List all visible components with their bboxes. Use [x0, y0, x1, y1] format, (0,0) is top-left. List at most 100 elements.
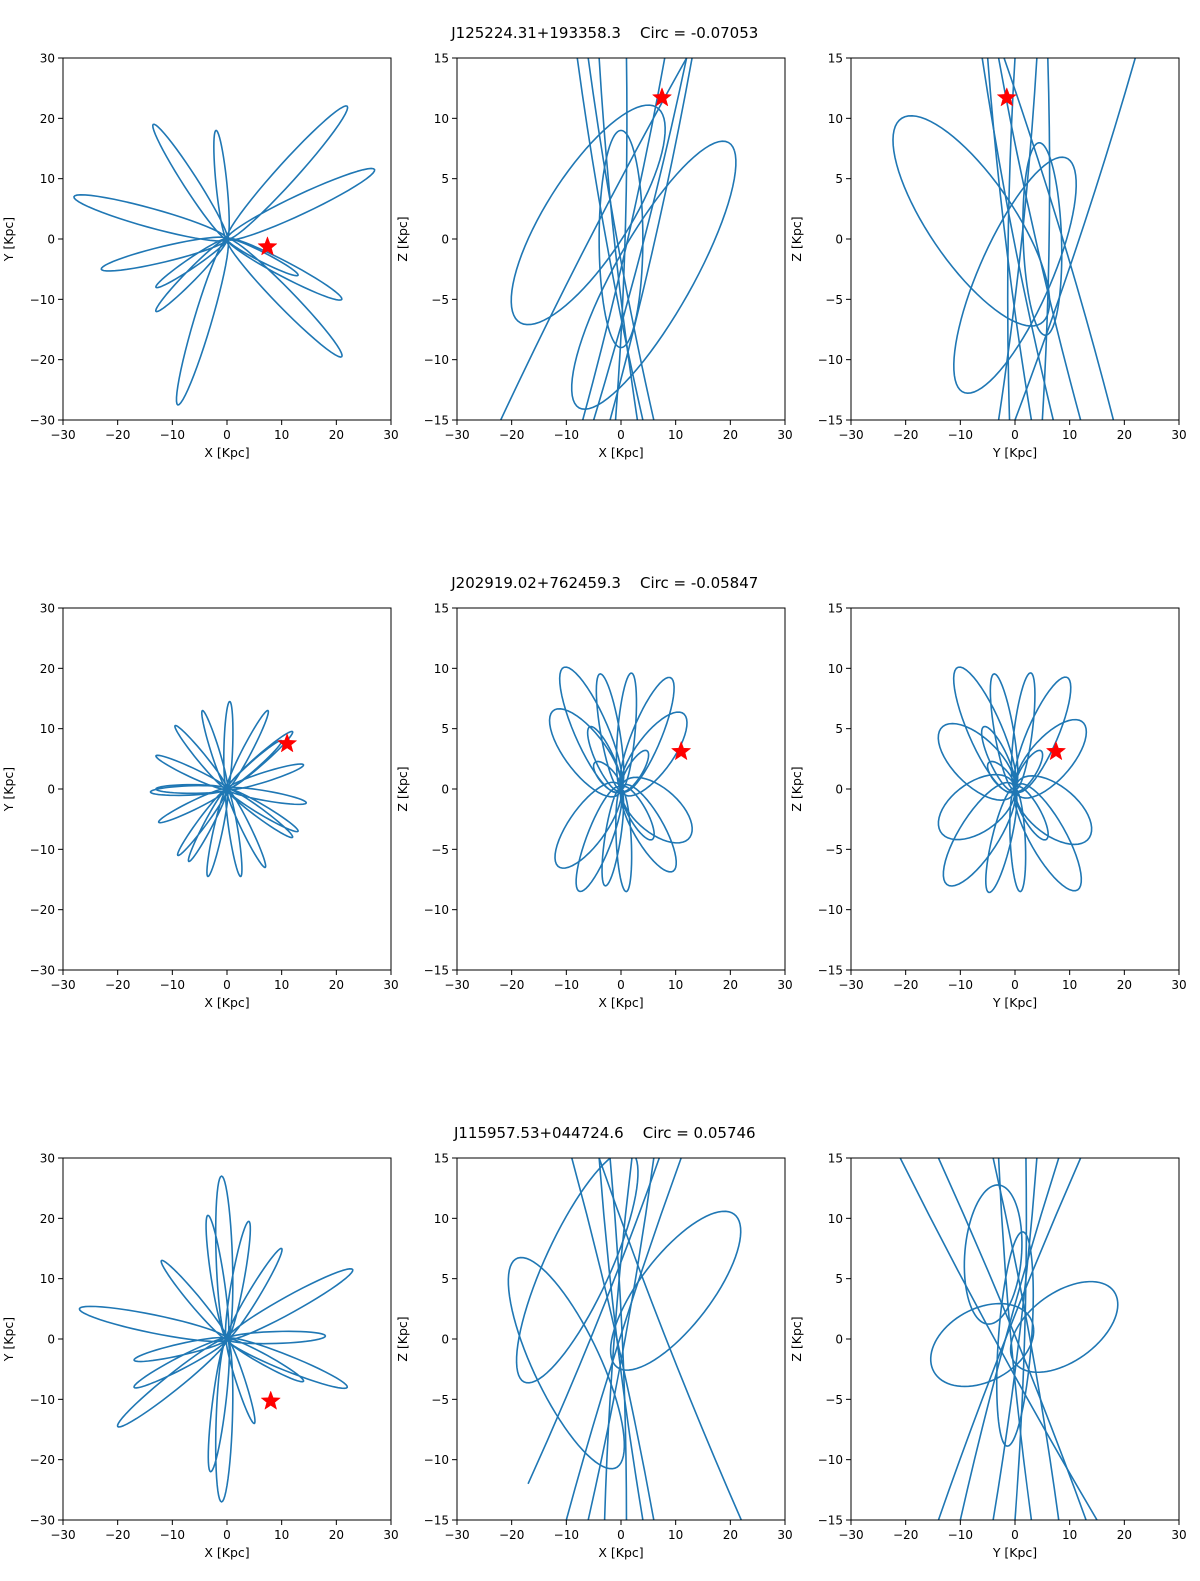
orbit-r1-yz [892, 58, 1137, 420]
y-axis-label-r3-xy: Y [Kpc] [1, 1317, 16, 1362]
y-tick-label-r3-xy: −10 [30, 1393, 55, 1407]
y-axis-label-r2-xz: Z [Kpc] [395, 766, 410, 811]
row-3-circ: Circ = 0.05746 [642, 1124, 756, 1142]
x-tick-label-r3-yz: 20 [1117, 1528, 1132, 1542]
y-axis-label-r1-yz: Z [Kpc] [789, 216, 804, 261]
y-axis-label-r3-yz: Z [Kpc] [789, 1316, 804, 1361]
x-tick-label-r2-xz: 30 [777, 978, 792, 992]
x-axis-label-r2-xz: X [Kpc] [598, 995, 643, 1010]
y-tick-label-r2-yz: 10 [828, 662, 843, 676]
x-tick-label-r1-xy: 10 [274, 428, 289, 442]
x-tick-label-r3-yz: −30 [838, 1528, 863, 1542]
y-tick-label-r1-yz: −15 [818, 414, 843, 428]
orbit-loop-r1-yz [892, 114, 1051, 327]
x-tick-label-r3-yz: 0 [1011, 1528, 1019, 1542]
x-tick-label-r3-xy: −30 [50, 1528, 75, 1542]
y-tick-label-r1-xz: −10 [424, 353, 449, 367]
star-marker-r1-xy [257, 236, 278, 256]
panel-r2-xz: −30 −20 −10 0 10 20 30 −15 −10 −5 0 5 10 15 X [Kpc] Z [… [395, 602, 793, 1011]
x-tick-label-r2-yz: −30 [838, 978, 863, 992]
orbit-strand-r3-yz [937, 1158, 1087, 1520]
orbit-r2-xy [149, 700, 308, 878]
orbit-loop-r1-xz [570, 140, 737, 411]
x-tick-label-r1-xy: 0 [223, 428, 231, 442]
x-tick-label-r3-xz: −10 [554, 1528, 579, 1542]
y-tick-label-r3-xz: 10 [434, 1212, 449, 1226]
orbit-line-r1-xy [73, 105, 376, 406]
star-marker-r2-yz [1045, 740, 1067, 761]
x-tick-label-r1-xy: −30 [50, 428, 75, 442]
y-tick-label-r3-xz: 5 [441, 1272, 449, 1286]
orbit-strand-r1-yz [1003, 58, 1115, 420]
y-tick-label-r3-xz: 15 [434, 1152, 449, 1166]
panel-r2-xy: −30 −20 −10 0 10 20 30 −30 −20 −10 0 10 20 30 X [Kpc] Y… [1, 602, 399, 1011]
y-tick-label-r2-yz: −5 [825, 843, 843, 857]
x-tick-label-r3-xz: 0 [617, 1528, 625, 1542]
orbit-strand-r3-xz [565, 1158, 682, 1520]
x-axis-label-r1-xy: X [Kpc] [204, 445, 249, 460]
y-tick-label-r1-xy: −20 [30, 353, 55, 367]
y-tick-label-r3-yz: −15 [818, 1514, 843, 1528]
y-tick-label-r1-xy: 30 [40, 52, 55, 66]
y-tick-label-r2-xy: 10 [40, 722, 55, 736]
row-1-title: J125224.31+193358.3 Circ = -0.07053 [0, 6, 1200, 42]
y-tick-label-r3-xz: −10 [424, 1453, 449, 1467]
x-tick-label-r1-xy: 30 [383, 428, 398, 442]
x-axis-label-r3-xz: X [Kpc] [598, 1545, 643, 1560]
x-tick-label-r2-xy: −20 [105, 978, 130, 992]
panel-r1-yz: −30 −20 −10 0 10 20 30 −15 −10 −5 0 5 10 15 Y [Kpc] Z [… [789, 52, 1187, 461]
y-tick-label-r3-xz: −5 [431, 1393, 449, 1407]
y-tick-label-r1-xy: −30 [30, 414, 55, 428]
y-tick-label-r2-xz: 15 [434, 602, 449, 616]
y-tick-label-r3-xy: 10 [40, 1272, 55, 1286]
x-tick-label-r1-xy: −20 [105, 428, 130, 442]
orbit-loop-r1-yz [953, 156, 1077, 395]
orbit-loop-r3-xz [507, 1256, 626, 1470]
y-tick-label-r1-yz: 5 [835, 172, 843, 186]
y-tick-label-r1-xz: −5 [431, 293, 449, 307]
x-tick-label-r2-yz: −10 [948, 978, 973, 992]
x-tick-label-r2-yz: −20 [893, 978, 918, 992]
y-tick-label-r3-xy: 0 [47, 1333, 55, 1347]
row-2-title: J202919.02+762459.3 Circ = -0.05847 [0, 556, 1200, 592]
x-tick-label-r2-yz: 10 [1062, 978, 1077, 992]
orbit-line-r2-xz [548, 666, 693, 893]
panel-r3-xz: −30 −20 −10 0 10 20 30 −15 −10 −5 0 5 10 15 X [Kpc] Z [… [395, 1152, 793, 1561]
row-1-circ: Circ = -0.07053 [640, 24, 759, 42]
axes-frame-r3-xz [456, 1157, 786, 1521]
orbit-strand-r3-yz [997, 1158, 1033, 1520]
y-tick-label-r2-xy: 20 [40, 662, 55, 676]
y-tick-label-r2-yz: 0 [835, 783, 843, 797]
panel-r3-xy: −30 −20 −10 0 10 20 30 −30 −20 −10 0 10 20 30 X [Kpc] Y… [1, 1152, 399, 1561]
x-tick-label-r1-yz: 30 [1171, 428, 1186, 442]
x-tick-label-r3-yz: −20 [893, 1528, 918, 1542]
x-tick-label-r3-xy: −20 [105, 1528, 130, 1542]
star-marker-r3-xy [260, 1390, 281, 1410]
row-2-circ: Circ = -0.05847 [640, 574, 759, 592]
y-axis-label-r2-xy: Y [Kpc] [1, 767, 16, 812]
orbit-strand-r3-xz [609, 1158, 628, 1520]
x-tick-label-r1-yz: −20 [893, 428, 918, 442]
orbit-strand-r1-yz [1041, 58, 1051, 420]
y-tick-label-r2-xz: −10 [424, 903, 449, 917]
x-tick-label-r2-xz: −20 [499, 978, 524, 992]
orbit-strand-r1-xz [587, 58, 655, 420]
x-tick-label-r3-xy: 10 [274, 1528, 289, 1542]
orbit-strand-r1-yz [981, 58, 1055, 420]
y-tick-label-r1-xz: 0 [441, 233, 449, 247]
y-tick-label-r1-xz: −15 [424, 414, 449, 428]
orbit-strand-r3-xz [587, 1158, 655, 1520]
x-tick-label-r2-xy: 10 [274, 978, 289, 992]
x-axis-label-r2-xy: X [Kpc] [204, 995, 249, 1010]
x-tick-label-r2-xy: 30 [383, 978, 398, 992]
orbit-strand-r3-yz [992, 1158, 1038, 1520]
orbit-r1-xy [73, 105, 376, 406]
row-2-star-id: J202919.02+762459.3 [451, 574, 621, 592]
x-axis-label-r3-yz: Y [Kpc] [992, 1545, 1037, 1560]
orbit-strand-r3-xz [598, 1158, 742, 1520]
x-tick-label-r1-yz: −30 [838, 428, 863, 442]
x-tick-label-r2-xz: 10 [668, 978, 683, 992]
orbit-r3-yz [899, 1158, 1119, 1520]
orbit-line-r3-xy [78, 1175, 354, 1503]
y-tick-label-r1-xy: 10 [40, 172, 55, 186]
